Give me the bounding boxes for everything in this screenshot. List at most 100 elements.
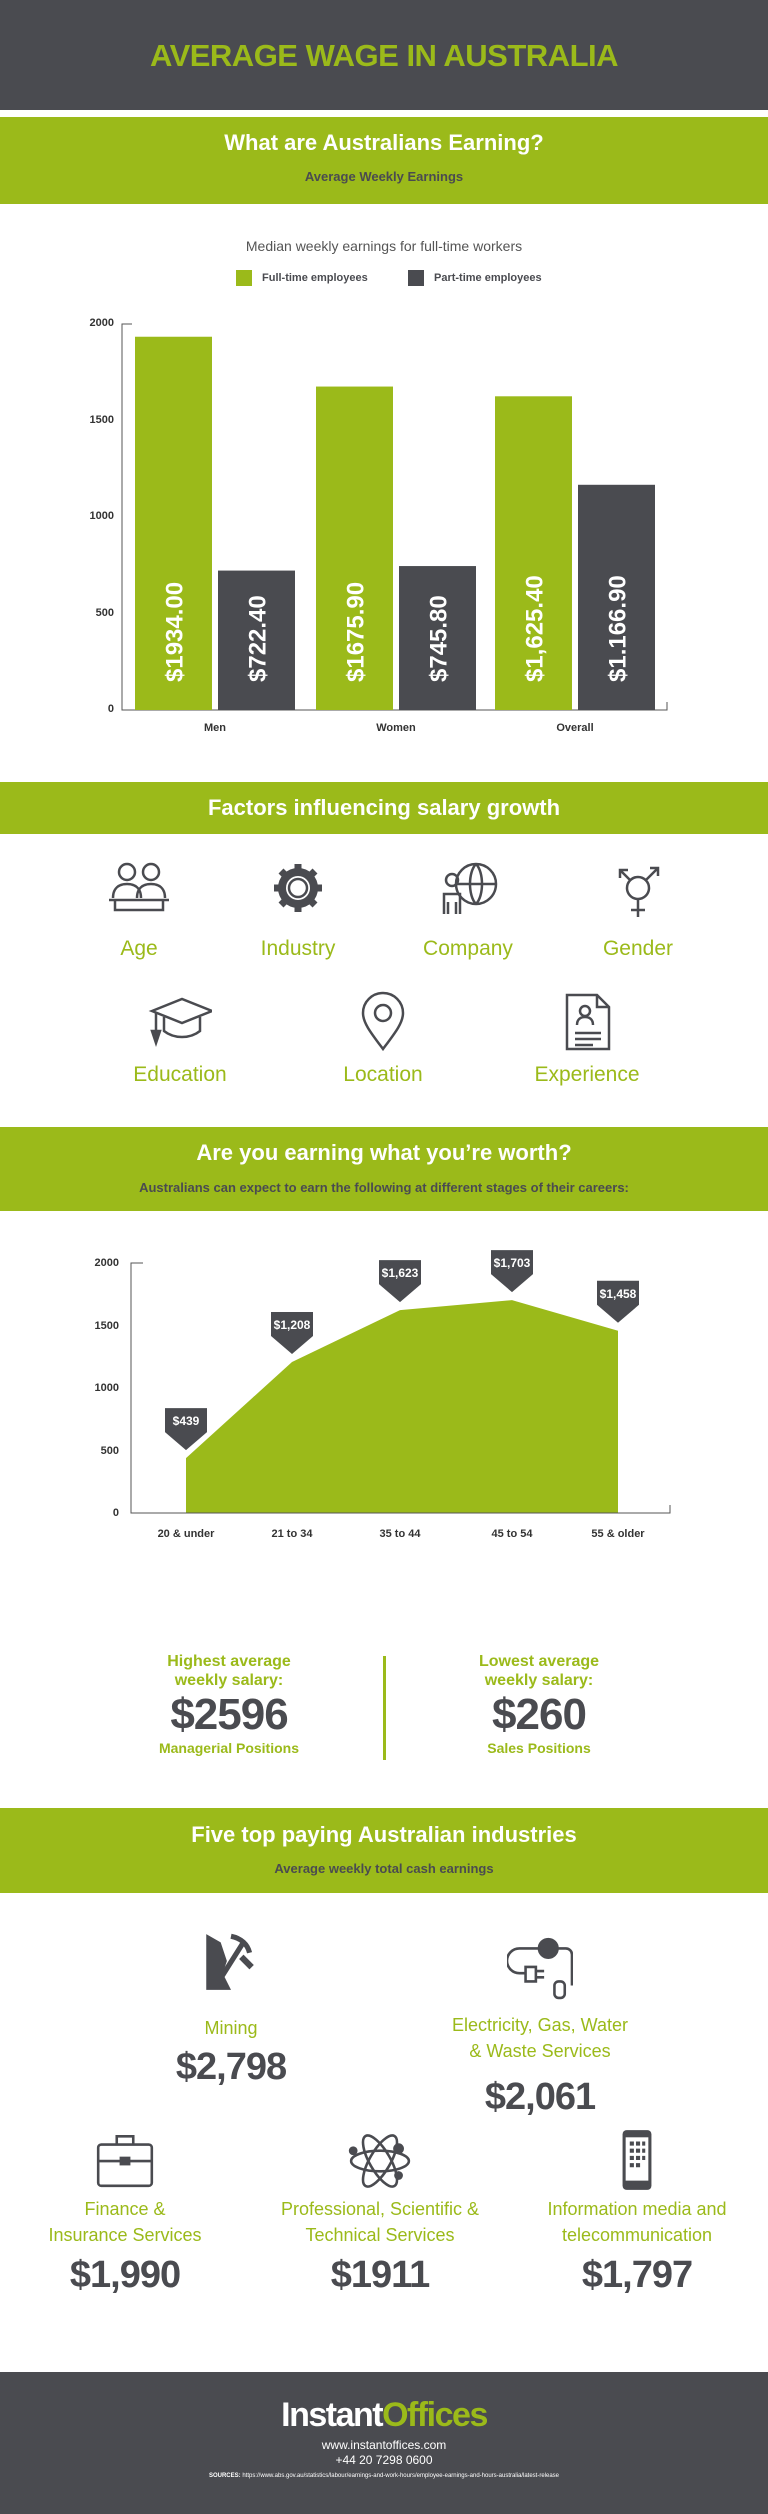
x-category-label: 21 to 34 [271, 1528, 313, 1540]
data-marker [597, 1280, 639, 1323]
factor-label: Location [343, 1063, 423, 1086]
y-tick-label: 1000 [94, 1382, 119, 1394]
industry-label-line2: Insurance Services [48, 2225, 202, 2245]
section-title: Are you earning what you’re worth? [196, 1140, 572, 1165]
bar-value-label: $722.40 [245, 595, 272, 682]
bar-full-time [135, 336, 212, 710]
highest-salary-value: $2596 [170, 1690, 288, 1739]
section-worth-banner: Are you earning what you’re worth? Austr… [0, 1127, 768, 1211]
industry-label-line2: telecommunication [561, 2225, 713, 2245]
bar-value-label: $1.166.90 [605, 575, 632, 682]
area-series [186, 1300, 618, 1513]
area-chart-svg: $439 $1,208 $1,623 $1,703 $1,458 [130, 1250, 671, 1514]
bar-value-label: $745.80 [426, 595, 453, 682]
section-subtitle: Average weekly total cash earnings [274, 1861, 494, 1876]
data-label: $1,703 [494, 1256, 531, 1270]
phone-number: +44 20 7298 0600 [335, 2453, 433, 2467]
x-category-label: Women [376, 722, 416, 734]
industry-label-line1: Professional, Scientific & [280, 2199, 480, 2219]
section-earnings-banner: What are Australians Earning? Average We… [0, 117, 768, 204]
x-category-label: 55 & older [591, 1528, 645, 1540]
bar-chart-title: Median weekly earnings for full-time wor… [245, 238, 523, 254]
highest-salary-position: Managerial Positions [158, 1740, 300, 1756]
industry-label: Finance & Insurance Services [1, 2196, 249, 2248]
section-industries-banner: Five top paying Australian industries Av… [0, 1808, 768, 1893]
data-label: $1,623 [382, 1266, 419, 1280]
lowest-label-line2: weekly salary: [484, 1672, 594, 1689]
industry-label-line1: Electricity, Gas, Water [451, 2015, 629, 2035]
industry-label-line1: Information media and [547, 2199, 727, 2219]
graduation-cap-icon [148, 997, 212, 1047]
y-tick-label: 1500 [89, 413, 114, 426]
bar-value-label: $1934.00 [162, 582, 189, 682]
factor-label: Experience [534, 1063, 640, 1086]
y-tick-label: 0 [107, 703, 114, 715]
factor-label: Age [120, 937, 158, 960]
sources: SOURCES: https://www.abs.gov.au/statisti… [0, 2472, 768, 2480]
page-title: AVERAGE WAGE IN AUSTRALIA [149, 38, 619, 73]
industry-value: $1,990 [69, 2254, 181, 2296]
pickaxe-icon [206, 1933, 254, 1990]
smartphone-icon [622, 2130, 652, 2190]
header: AVERAGE WAGE IN AUSTRALIA [0, 0, 768, 110]
highest-label-line1: Highest average [167, 1653, 291, 1670]
brand-logo-part1: Instant [281, 2396, 383, 2434]
sources-label: SOURCES: [208, 2473, 241, 2479]
bar-value-label: $1675.90 [343, 582, 370, 682]
y-tick-label: 0 [112, 1507, 119, 1519]
industry-label-line2: Technical Services [305, 2225, 455, 2245]
industry-label-line1: Finance & [84, 2199, 166, 2219]
lowest-salary-position: Sales Positions [487, 1740, 591, 1756]
plug-icon [507, 1937, 573, 2000]
industry-value: $1911 [330, 2254, 431, 2296]
website-link[interactable]: www.instantoffices.com [321, 2438, 447, 2452]
legend-swatch-part-time [408, 270, 424, 286]
lowest-label-line1: Lowest average [478, 1653, 600, 1670]
y-tick-label: 1500 [94, 1319, 119, 1332]
legend-label-full-time: Full-time employees [262, 272, 368, 284]
section-title: What are Australians Earning? [224, 130, 544, 155]
briefcase-icon [96, 2134, 154, 2188]
axes [130, 1262, 671, 1514]
brand-logo-part2: Offices [382, 2396, 488, 2434]
y-tick-label: 2000 [94, 1257, 119, 1269]
highest-salary-label: Highest average weekly salary: [99, 1652, 359, 1690]
legend-label-part-time: Part-time employees [434, 272, 542, 284]
industry-label: Mining [107, 2015, 355, 2041]
y-tick-label: 500 [100, 1444, 119, 1457]
sources-link[interactable]: https://www.abs.gov.au/statistics/labour… [242, 2473, 560, 2479]
data-marker [165, 1408, 207, 1451]
brand-logo: InstantOffices [0, 2396, 768, 2434]
factor-label: Industry [260, 937, 336, 960]
y-tick-label: 1000 [89, 510, 114, 522]
atom-icon [348, 2134, 411, 2188]
y-tick-label: 2000 [89, 317, 114, 329]
y-tick-label: 500 [95, 606, 114, 619]
axes [121, 323, 668, 711]
gender-icon [618, 866, 660, 917]
industry-label-line2: & Waste Services [469, 2041, 611, 2061]
industry-label: Information media and telecommunication [513, 2196, 761, 2248]
x-category-label: 45 to 54 [491, 1528, 533, 1540]
industry-label: Professional, Scientific & Technical Serv… [256, 2196, 504, 2248]
bar-part-time [399, 566, 476, 710]
bar-part-time [218, 570, 295, 710]
divider [383, 1656, 386, 1760]
data-marker [271, 1312, 313, 1354]
industry-value: $2,798 [175, 2046, 287, 2088]
x-category-label: 20 & under [157, 1528, 215, 1540]
bar-chart-svg: $1934.00 $722.40 $1675.90 $745.80 $1,625.40 $… [121, 323, 668, 711]
factor-label: Company [423, 937, 513, 960]
resume-icon [565, 993, 611, 1051]
person-globe-icon [442, 862, 498, 914]
data-marker [379, 1260, 421, 1303]
bar-part-time [578, 484, 655, 710]
lowest-salary-value: $260 [492, 1690, 587, 1739]
section-factors-banner: Factors influencing salary growth [0, 782, 768, 834]
x-category-label: Overall [556, 722, 594, 734]
data-label: $1,208 [274, 1318, 311, 1332]
section-title: Factors influencing salary growth [207, 795, 561, 820]
bar-value-label: $1,625.40 [522, 575, 549, 682]
bar-full-time [316, 386, 393, 710]
lowest-salary-label: Lowest average weekly salary: [409, 1652, 669, 1690]
